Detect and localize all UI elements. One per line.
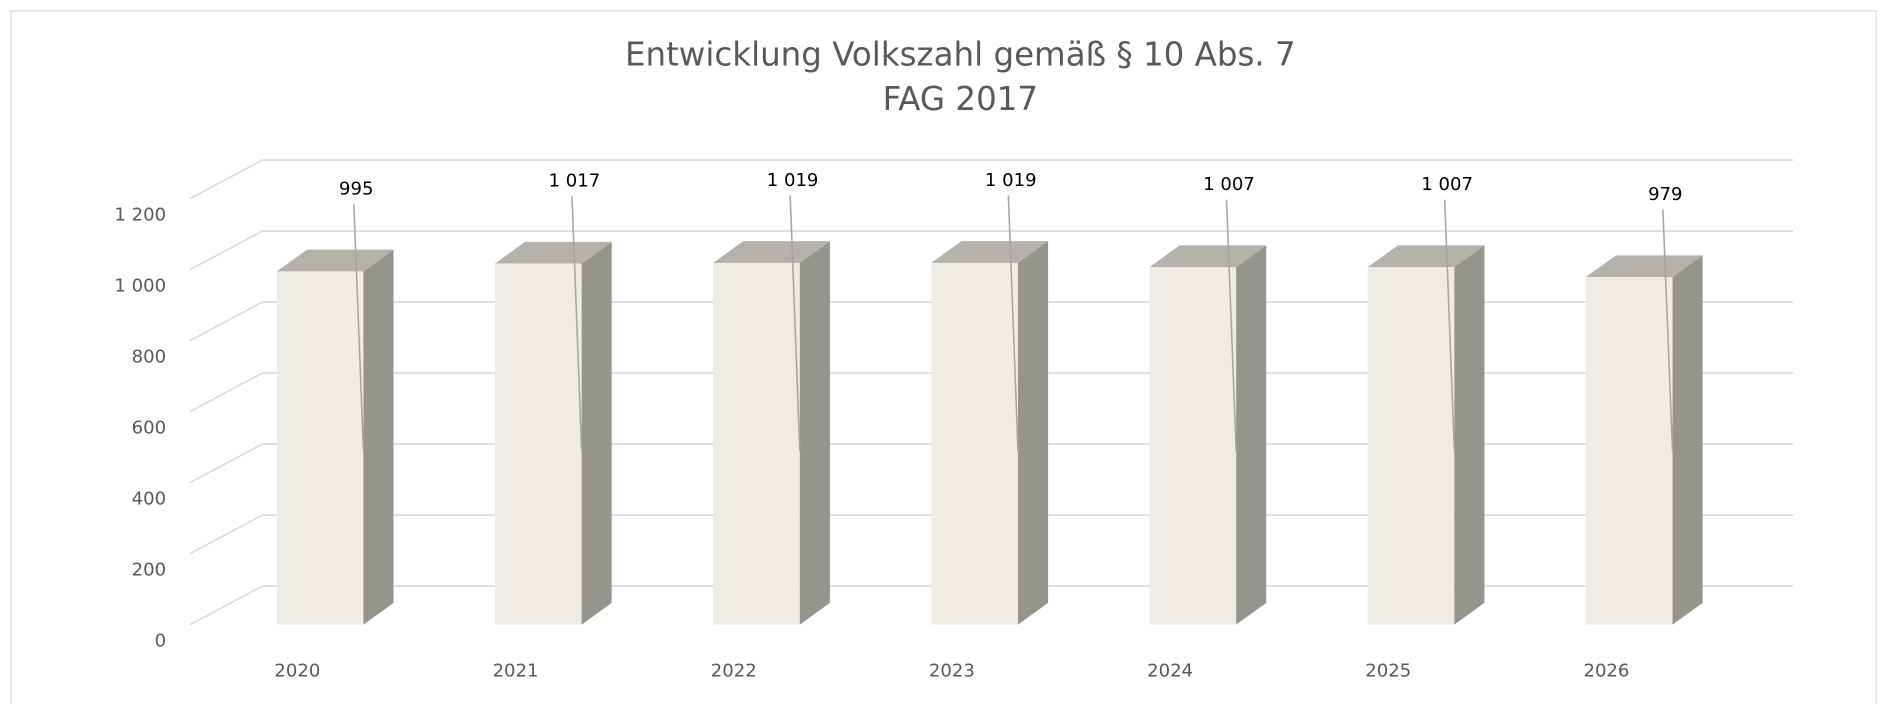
value-label: 1 007 xyxy=(1421,174,1473,195)
leader-line xyxy=(789,195,801,452)
bar-side xyxy=(363,249,394,625)
bar-top xyxy=(713,241,830,263)
x-tick-label: 2020 xyxy=(274,661,320,682)
y-tick-label: 1 000 xyxy=(114,275,166,296)
bar-top xyxy=(1149,245,1267,268)
bar-side xyxy=(1236,245,1267,625)
x-tick-label: 2021 xyxy=(493,661,539,682)
grid-diagonal xyxy=(189,230,263,271)
y-tick-label: 800 xyxy=(132,346,166,367)
value-label: 979 xyxy=(1648,184,1682,205)
y-tick-label: 400 xyxy=(132,488,166,509)
bar-side xyxy=(581,241,612,625)
x-tick-label: 2023 xyxy=(929,661,975,682)
value-label: 1 017 xyxy=(549,171,601,192)
value-label: 1 019 xyxy=(985,170,1037,191)
leader-line xyxy=(1007,195,1019,452)
grid-diagonal xyxy=(189,443,263,484)
x-tick-label: 2026 xyxy=(1583,661,1629,682)
bar-front xyxy=(276,271,364,625)
y-tick-label: 0 xyxy=(155,630,166,651)
chart-subtitle: FAG 2017 xyxy=(883,80,1039,118)
leader-line xyxy=(353,203,365,452)
grid-diagonal xyxy=(189,514,263,555)
grid-diagonal xyxy=(189,372,263,413)
bar-front xyxy=(1149,267,1237,625)
grid-diagonal xyxy=(189,159,263,200)
value-label: 1 019 xyxy=(767,170,819,191)
bar-top xyxy=(1367,245,1485,268)
bar-front xyxy=(713,262,800,625)
x-tick-label: 2022 xyxy=(711,661,757,682)
bar-front xyxy=(1585,277,1673,625)
bar-top xyxy=(931,241,1049,263)
bar-top xyxy=(1585,255,1703,278)
bar-side xyxy=(1017,241,1049,625)
leader-line xyxy=(1443,199,1456,452)
leader-line xyxy=(571,196,583,452)
value-label: 995 xyxy=(339,179,373,200)
y-tick-label: 600 xyxy=(132,417,166,438)
leader-line xyxy=(1225,199,1237,452)
leader-line xyxy=(1662,209,1674,452)
value-label: 1 007 xyxy=(1203,174,1255,195)
chart-title: Entwicklung Volkszahl gemäß § 10 Abs. 7 xyxy=(625,36,1296,74)
bar-top xyxy=(494,241,612,264)
bar-front xyxy=(1367,267,1455,625)
bar-front xyxy=(931,262,1018,625)
bar-side xyxy=(1454,245,1485,625)
bar-side xyxy=(1672,255,1703,625)
grid-diagonal xyxy=(189,585,263,626)
bar-top xyxy=(276,249,394,272)
y-tick-label: 1 200 xyxy=(114,204,166,225)
bar-front xyxy=(494,263,582,625)
bar-side xyxy=(799,241,830,625)
x-tick-label: 2024 xyxy=(1147,661,1193,682)
grid-diagonal xyxy=(189,301,263,342)
y-tick-label: 200 xyxy=(132,559,166,580)
x-tick-label: 2025 xyxy=(1365,661,1411,682)
